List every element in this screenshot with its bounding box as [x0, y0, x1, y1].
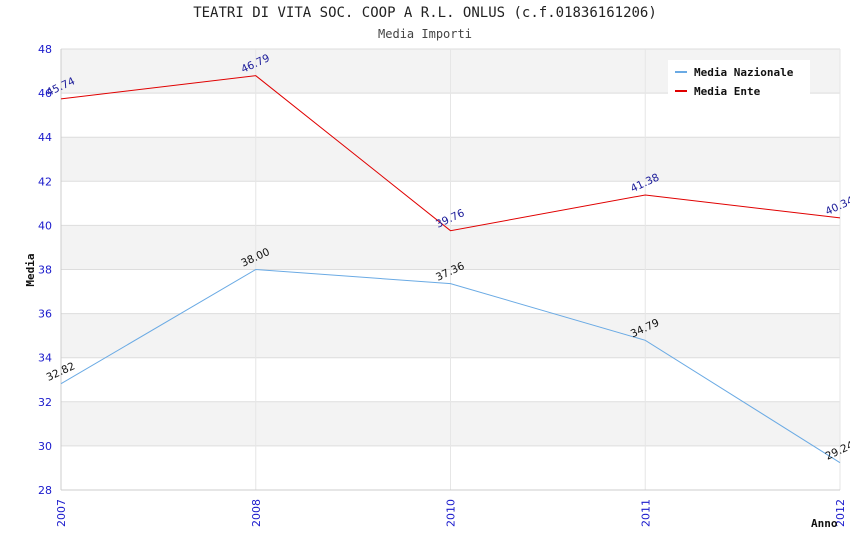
x-tick-label: 2007: [55, 499, 68, 527]
y-tick-label: 42: [38, 175, 52, 188]
x-tick-label: 2008: [250, 499, 263, 527]
axes: [60, 49, 840, 491]
y-tick-label: 46: [38, 87, 52, 100]
y-tick-label: 38: [38, 264, 52, 277]
y-tick-label: 32: [38, 396, 52, 409]
y-tick-labels: 28 30 32 34 36 38 40 42 44 46 48: [38, 43, 52, 497]
series-lines: [60, 75, 841, 464]
legend-box: [668, 60, 810, 100]
x-tick-label: 2011: [639, 499, 652, 527]
y-axis-label: Media: [24, 253, 37, 286]
series-line: [60, 268, 841, 464]
legend-entry: Media Nazionale: [694, 66, 794, 79]
x-axis-label: Anno: [811, 517, 838, 530]
y-tick-label: 48: [38, 43, 52, 56]
y-tick-label: 36: [38, 308, 52, 321]
chart-title: TEATRI DI VITA SOC. COOP A R.L. ONLUS (c…: [193, 5, 657, 21]
y-tick-label: 44: [38, 131, 52, 144]
y-tick-label: 28: [38, 484, 52, 497]
y-tick-label: 30: [38, 440, 52, 453]
series-line: [60, 75, 841, 232]
legend-entry: Media Ente: [694, 85, 761, 98]
y-tick-label: 34: [38, 352, 52, 365]
x-tick-labels: 2007 2008 2010 2011 2012: [55, 499, 847, 527]
x-tick-label: 2010: [445, 499, 458, 527]
y-tick-label: 40: [38, 219, 52, 232]
legend: Media Nazionale Media Ente: [668, 60, 810, 100]
x-tick-label: 2012: [834, 499, 847, 527]
chart-subtitle: Media Importi: [378, 27, 472, 41]
